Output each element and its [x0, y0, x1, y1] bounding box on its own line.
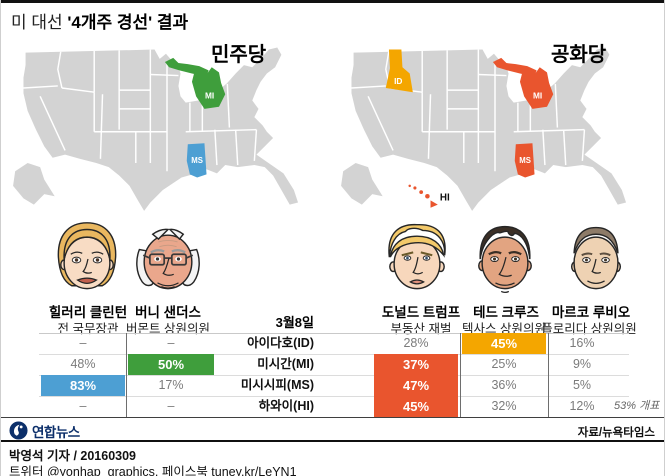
value-trump-winner: 37%	[374, 354, 458, 375]
value-cruz: 36%	[491, 378, 517, 392]
column-divider	[126, 333, 127, 417]
value-cruz-winner: 45%	[462, 333, 546, 354]
state-idaho	[385, 49, 413, 93]
table-row-mississippi: 83% 17% 미시시피(MS) 47% 36% 5%	[1, 375, 664, 396]
map-democratic: 민주당 MI MS	[11, 36, 323, 218]
idaho-label: ID	[394, 76, 402, 86]
candidate-name-cruz: 테드 크루즈	[473, 305, 539, 320]
page-title: 미 대선 '4개주 경선' 결과	[11, 8, 188, 33]
portrait-donald-trump	[378, 219, 456, 301]
value-clinton: –	[79, 336, 87, 350]
state-name: 미시간(MI)	[257, 357, 314, 371]
portrait-bernie-sanders	[129, 219, 207, 301]
title-prefix: 미 대선	[11, 13, 68, 32]
michigan-label: MI	[533, 90, 542, 100]
us-map-republican: ID MI MS HI	[341, 47, 627, 211]
column-divider	[548, 333, 549, 417]
mississippi-label: MS	[191, 156, 203, 165]
candidate-name-rubio: 마르코 루비오	[551, 305, 631, 320]
title-emphasis: '4개주 경선' 결과	[67, 13, 189, 32]
row-separator	[39, 354, 629, 355]
state-mississippi	[186, 143, 207, 178]
hillary-clinton-caricature	[57, 222, 117, 290]
marco-rubio-caricature	[570, 226, 622, 290]
continental-us	[351, 47, 627, 211]
value-clinton-winner: 83%	[41, 375, 125, 396]
source-credit: 자료/뉴욕타임스	[577, 427, 655, 439]
value-rubio: 12%	[569, 399, 595, 413]
value-clinton: –	[79, 399, 87, 413]
byline: 박영석 기자 / 20160309	[9, 449, 137, 463]
value-sanders: –	[167, 336, 175, 350]
table-row-hawaii: – – 하와이(HI) 45% 32% 12% 53% 개표	[1, 396, 664, 417]
candidate-title-cruz: 텍사스 상원의원	[462, 322, 546, 336]
value-trump-winner: 47%	[374, 375, 458, 396]
hawaii-label: HI	[440, 192, 450, 203]
candidate-name-trump: 도널드 트럼프	[381, 305, 461, 320]
portrait-hillary-clinton	[48, 219, 126, 301]
table-row-idaho: – – 아이다호(ID) 28% 45% 16%	[1, 333, 664, 354]
value-sanders: –	[167, 399, 175, 413]
candidate-title-sanders: 버몬트 상원의원	[126, 322, 210, 336]
continental-us	[23, 47, 299, 211]
value-sanders: 17%	[158, 378, 184, 392]
value-rubio: 5%	[572, 378, 592, 392]
state-name: 아이다호(ID)	[247, 336, 314, 350]
yonhap-logo-text: 연합뉴스	[32, 424, 80, 440]
value-cruz: 32%	[491, 399, 517, 413]
value-clinton: 48%	[70, 357, 96, 371]
donald-trump-caricature	[388, 224, 446, 290]
value-rubio: 9%	[572, 357, 592, 371]
row-separator	[39, 375, 629, 376]
republican-party-label: 공화당	[551, 44, 607, 66]
candidate-title-rubio: 플로리다 상원의원	[541, 322, 637, 336]
state-michigan	[191, 67, 226, 109]
table-top-line	[39, 333, 629, 334]
candidate-title-trump: 부동산 재벌	[390, 322, 452, 336]
value-cruz: 25%	[491, 357, 517, 371]
top-bar	[1, 0, 664, 3]
date-header: 3월8일	[275, 315, 314, 330]
ted-cruz-caricature	[478, 225, 532, 294]
footer-bar	[1, 440, 664, 442]
state-mississippi	[514, 143, 535, 178]
yonhap-logo-icon	[9, 421, 28, 440]
divider-line	[1, 417, 664, 418]
value-rubio: 16%	[569, 336, 595, 350]
yonhap-logo: 연합뉴스	[9, 421, 80, 440]
portrait-ted-cruz	[466, 219, 544, 301]
row-separator	[39, 396, 629, 397]
candidate-name-clinton: 힐러리 클린턴	[48, 305, 128, 320]
state-name: 하와이(HI)	[258, 399, 314, 413]
portrait-marco-rubio	[557, 219, 635, 301]
social-links: 트위터 @yonhap_graphics, 페이스북 tuney.kr/LeYN…	[9, 465, 297, 476]
candidate-name-sanders: 버니 샌더스	[135, 305, 201, 320]
column-divider	[460, 333, 461, 417]
alaska	[341, 162, 383, 205]
us-map-democratic: MI MS	[13, 47, 299, 211]
democratic-party-label: 민주당	[211, 44, 267, 66]
state-hawaii	[408, 184, 438, 208]
mississippi-label: MS	[519, 156, 531, 165]
counting-note: 53% 개표	[614, 400, 660, 412]
alaska	[13, 162, 55, 205]
value-sanders-winner: 50%	[128, 354, 214, 375]
state-michigan	[519, 67, 554, 109]
michigan-label: MI	[205, 90, 214, 100]
state-name: 미시시피(MS)	[240, 378, 314, 392]
bernie-sanders-caricature	[136, 228, 200, 290]
value-trump: 28%	[403, 336, 429, 350]
value-trump-winner: 45%	[374, 396, 458, 417]
table-row-michigan: 48% 50% 미시간(MI) 37% 25% 9%	[1, 354, 664, 375]
candidate-title-clinton: 전 국무장관	[57, 322, 119, 336]
map-republican: 공화당 ID MI MS HI	[339, 36, 651, 218]
